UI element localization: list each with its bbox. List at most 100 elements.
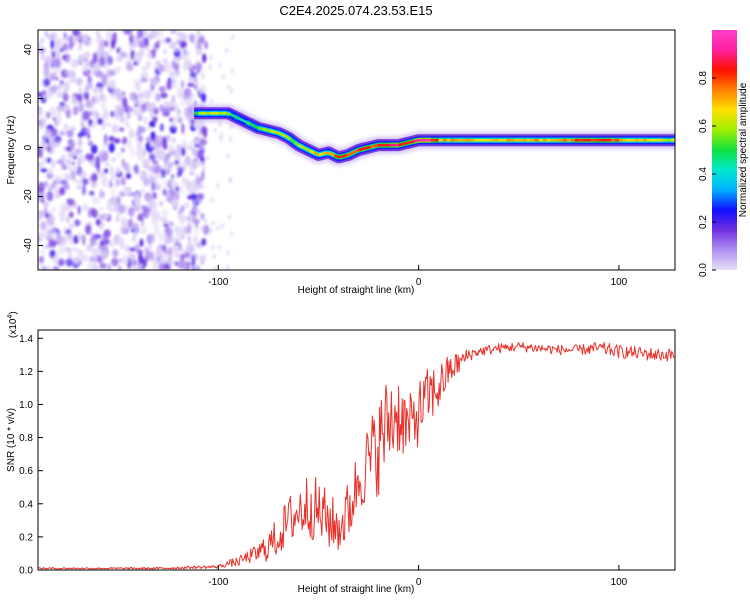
noise-speckle [132, 35, 137, 43]
noise-speckle [62, 154, 67, 163]
noise-speckle [72, 105, 79, 116]
noise-speckle [175, 225, 182, 237]
noise-speckle [134, 228, 138, 237]
noise-speckle [218, 122, 222, 127]
noise-speckle [44, 202, 49, 208]
noise-speckle [108, 142, 115, 153]
noise-speckle [88, 110, 94, 117]
noise-speckle [136, 249, 144, 255]
noise-speckle [209, 98, 213, 104]
noise-speckle [87, 140, 94, 147]
noise-speckle [182, 176, 186, 187]
noise-speckle [189, 71, 197, 78]
noise-speckle [147, 200, 152, 206]
noise-speckle [96, 87, 104, 93]
noise-speckle [53, 36, 62, 45]
noise-speckle [44, 56, 51, 65]
ridge-core [366, 145, 372, 150]
noise-speckle [199, 254, 207, 261]
noise-speckle [123, 253, 128, 262]
noise-speckle [152, 206, 158, 214]
noise-speckle [117, 107, 125, 116]
noise-speckle [76, 185, 82, 190]
noise-speckle [133, 108, 138, 116]
noise-speckle [153, 78, 159, 86]
noise-speckle [42, 93, 47, 99]
colorbar-tick-label: 0.4 [698, 167, 709, 181]
noise-speckle [69, 142, 75, 152]
noise-speckle [38, 124, 43, 131]
noise-speckle [198, 84, 207, 95]
noise-speckle [46, 236, 51, 241]
noise-speckle [194, 179, 198, 185]
noise-speckle [62, 54, 67, 61]
noise-speckle [157, 30, 164, 38]
noise-speckle [100, 103, 107, 110]
noise-speckle [75, 77, 84, 86]
noise-speckle [109, 165, 114, 177]
noise-speckle [85, 153, 91, 161]
noise-speckle [104, 122, 112, 127]
noise-speckle [104, 40, 109, 48]
noise-speckle [87, 75, 92, 84]
noise-speckle [44, 30, 48, 37]
noise-speckle [43, 67, 50, 78]
snr-frame [37, 329, 676, 571]
noise-speckle [180, 248, 185, 255]
noise-speckle [54, 187, 58, 198]
noise-speckle [47, 33, 54, 40]
noise-speckle [211, 220, 215, 226]
noise-speckle [107, 55, 114, 66]
noise-speckle [202, 53, 207, 64]
noise-speckle [107, 70, 116, 76]
noise-speckle [68, 211, 74, 218]
noise-speckle [172, 73, 180, 78]
noise-speckle [75, 219, 79, 227]
noise-speckle [140, 219, 145, 228]
noise-speckle [137, 30, 144, 39]
noise-speckle [148, 120, 156, 128]
noise-speckle [94, 112, 100, 119]
noise-speckle [38, 212, 42, 219]
snr-y-tick-label: 0.6 [19, 466, 33, 477]
noise-speckle [50, 250, 56, 257]
noise-speckle [114, 111, 118, 123]
noise-speckle [170, 178, 174, 186]
noise-speckle [67, 159, 71, 165]
ridge-core [402, 141, 408, 146]
ridge-core [277, 131, 284, 137]
noise-speckle [67, 249, 73, 261]
noise-speckle [140, 188, 146, 194]
noise-speckle [127, 257, 132, 269]
noise-speckle [82, 110, 90, 121]
noise-speckle [201, 92, 207, 103]
noise-speckle [202, 166, 206, 172]
spectrogram-y-tick-label: -40 [23, 238, 34, 253]
noise-speckle [156, 93, 161, 102]
noise-speckle [133, 196, 141, 207]
noise-speckle [174, 103, 178, 113]
noise-speckle [128, 247, 136, 252]
noise-speckle [124, 104, 130, 113]
noise-speckle [144, 37, 149, 46]
noise-speckle [226, 153, 230, 159]
noise-speckle [120, 217, 127, 226]
noise-speckle [137, 125, 142, 136]
noise-speckle [39, 231, 47, 240]
noise-speckle [179, 101, 186, 107]
noise-speckle [116, 178, 120, 186]
noise-speckle [145, 141, 151, 152]
noise-speckle [150, 112, 154, 119]
noise-speckle [181, 186, 185, 196]
noise-speckle [78, 86, 82, 93]
noise-speckle [200, 212, 205, 220]
spectrogram-noise [38, 30, 235, 270]
noise-speckle [40, 168, 48, 173]
noise-speckle [212, 254, 216, 259]
noise-speckle [95, 70, 103, 78]
noise-speckle [145, 102, 154, 111]
noise-speckle [70, 161, 76, 166]
noise-speckle [139, 238, 144, 247]
noise-speckle [77, 154, 86, 165]
noise-speckle [65, 109, 72, 119]
